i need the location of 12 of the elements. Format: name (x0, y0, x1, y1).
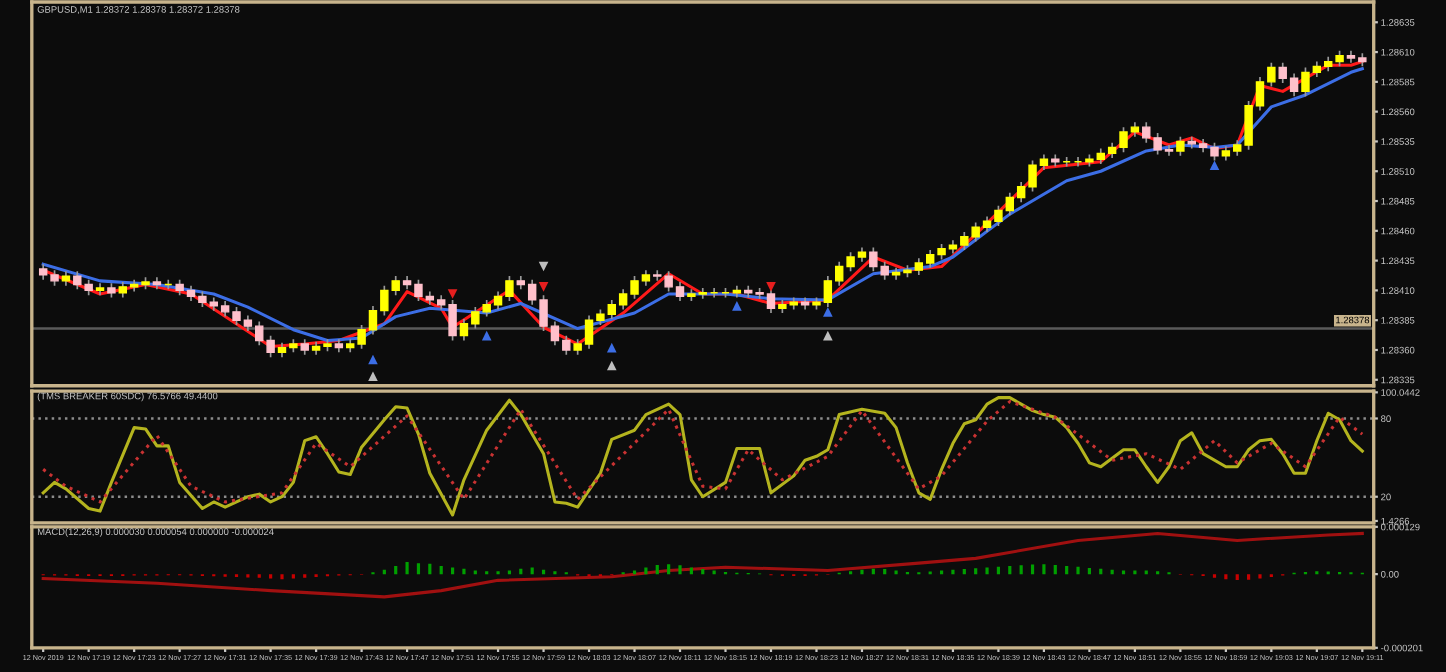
point (368, 371, 378, 382)
point (481, 330, 492, 341)
line-series (41, 531, 1364, 599)
point (732, 301, 742, 311)
point (538, 282, 549, 292)
point (606, 342, 617, 353)
point (823, 307, 833, 317)
point (766, 282, 776, 292)
point (447, 289, 458, 299)
point (1209, 160, 1220, 171)
point (606, 360, 617, 371)
candlestick (1176, 135, 1185, 157)
